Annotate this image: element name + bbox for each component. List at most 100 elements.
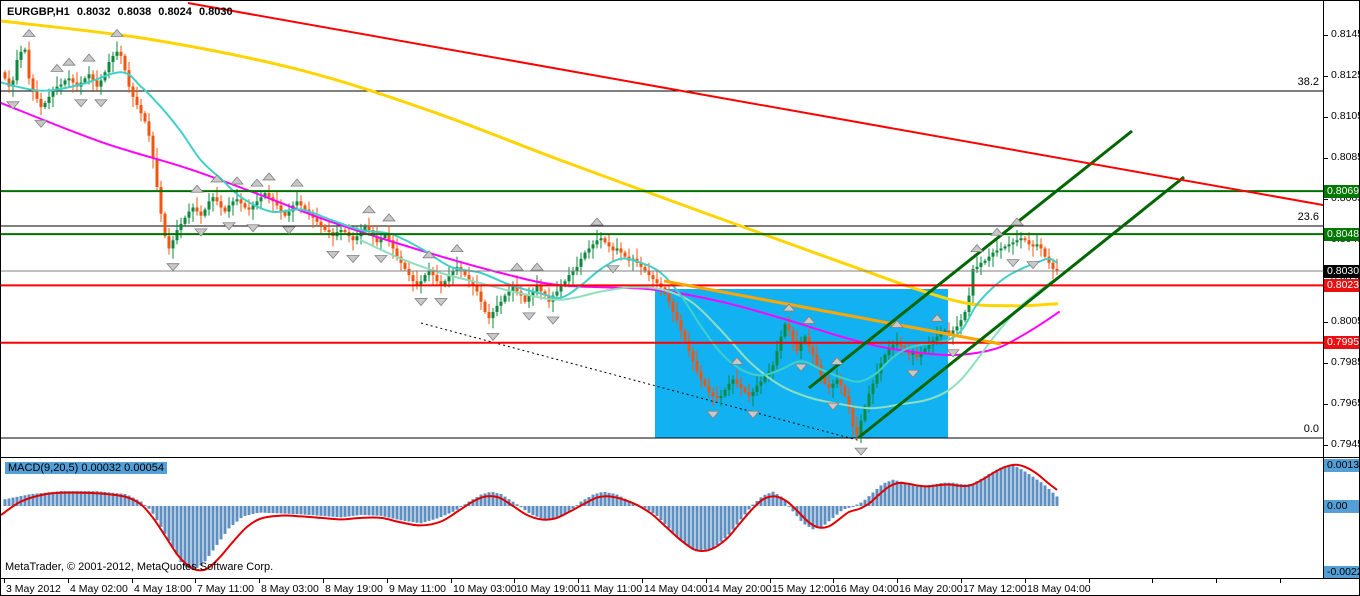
green-channel-upper-line [808, 129, 1133, 390]
candle-body [535, 285, 539, 292]
macd-histogram-bar [247, 506, 251, 515]
fib-level-label: 23.6 [1297, 211, 1319, 223]
candle-body [723, 389, 727, 396]
macd-indicator-pane[interactable] [1, 458, 1323, 578]
macd-histogram-bar [379, 506, 383, 516]
macd-histogram-bar [203, 506, 207, 562]
macd-histogram-bar [131, 497, 135, 506]
macd-histogram-bar [931, 484, 935, 506]
macd-histogram-bar [1027, 474, 1031, 506]
candle-body [1023, 238, 1027, 241]
macd-histogram-bar [403, 506, 407, 521]
macd-histogram-bar [443, 506, 447, 516]
fractal-up-icon [110, 28, 124, 37]
macd-histogram-bar [355, 506, 359, 516]
candle-body [411, 275, 415, 282]
fractal-down-icon [794, 363, 808, 372]
green-channel-lower-line [857, 175, 1185, 440]
macd-histogram-bar [539, 506, 543, 519]
candle-body [1007, 244, 1011, 247]
macd-histogram-bar [207, 506, 211, 556]
price-tick-label: 0.7985 [1331, 356, 1360, 369]
candle-body [775, 350, 779, 366]
fractal-up-icon [1010, 217, 1024, 226]
time-label: 8 May 03:00 [261, 583, 319, 595]
candle-body [787, 324, 791, 331]
candle-body [851, 408, 855, 427]
price-chart-area[interactable] [1, 1, 1323, 457]
fractal-up-icon [990, 227, 1004, 236]
candle-body [479, 291, 483, 302]
macd-histogram-bar [423, 506, 427, 523]
candle-body [567, 275, 571, 282]
macd-histogram-bar [575, 505, 579, 507]
candle-body [799, 342, 803, 351]
time-label: 16 May 04:00 [835, 583, 899, 595]
candle-body [319, 221, 323, 226]
macd-histogram-bar [563, 506, 567, 514]
macd-histogram-bar [395, 506, 399, 520]
macd-histogram-bar [151, 506, 155, 514]
candle-body [247, 207, 251, 210]
macd-histogram-bar [707, 506, 711, 550]
candle-body [907, 350, 911, 356]
macd-histogram-bar [999, 467, 1003, 506]
fractal-down-icon [606, 265, 620, 274]
macd-histogram-bar [727, 506, 731, 535]
macd-histogram-bar [555, 506, 559, 518]
price-tick-label: 0.8145 [1331, 28, 1360, 41]
candle-body [355, 236, 359, 241]
macd-histogram-bar [1051, 492, 1055, 506]
macd-value-badge: 0.00 [1324, 500, 1359, 513]
macd-histogram-bar [991, 471, 995, 506]
candle-body [203, 209, 207, 216]
candle-body [239, 199, 243, 204]
macd-histogram-bar [431, 506, 435, 520]
fractal-down-icon [346, 255, 360, 264]
macd-histogram-bar [615, 494, 619, 506]
time-label: 17 May 12:00 [963, 583, 1027, 595]
macd-histogram-bar [43, 492, 47, 506]
fractal-down-icon [1026, 261, 1040, 270]
candle-body [763, 375, 767, 382]
macd-histogram-bar [183, 506, 187, 567]
fractal-up-icon [382, 213, 396, 222]
price-tick [1324, 322, 1328, 323]
candle-body [119, 51, 123, 56]
macd-histogram-bar [611, 493, 615, 506]
candle-body [523, 295, 527, 302]
macd-histogram-bar [347, 506, 351, 517]
candle-body [647, 271, 651, 276]
candle-body [451, 271, 455, 276]
macd-histogram-bar [363, 506, 367, 516]
candle-body [39, 98, 43, 108]
macd-histogram-bar [1055, 496, 1059, 506]
macd-histogram-bar [367, 506, 371, 516]
candle-body [759, 381, 763, 386]
macd-histogram-bar [55, 491, 59, 506]
candle-body [387, 234, 391, 241]
candle-body [123, 55, 127, 71]
support-level-badge: 0.8023 [1324, 279, 1359, 292]
candle-body [591, 244, 595, 249]
fractal-down-icon [522, 312, 536, 321]
macd-histogram-bar [775, 494, 779, 506]
macd-histogram-bar [691, 506, 695, 549]
time-scale[interactable]: 3 May 2012 4 May 02:00 4 May 18:00 7 May 11… [1, 579, 1359, 595]
candle-body [899, 342, 903, 347]
price-scale[interactable]: 0.81450.81250.81050.80850.80650.80450.80… [1324, 1, 1360, 579]
candle-body [915, 352, 919, 358]
candle-body [495, 305, 499, 312]
candle-body [235, 199, 239, 202]
candle-body [871, 383, 875, 394]
pane-splitter[interactable] [1, 457, 1359, 458]
macd-histogram-bar [815, 506, 819, 529]
candle-body [43, 102, 47, 108]
candle-body [443, 281, 447, 286]
macd-histogram-bar [67, 491, 71, 506]
candle-body [539, 285, 543, 292]
candle-body [803, 336, 807, 343]
candle-body [531, 291, 535, 296]
candle-body [983, 260, 987, 263]
macd-histogram-bar [779, 496, 783, 506]
